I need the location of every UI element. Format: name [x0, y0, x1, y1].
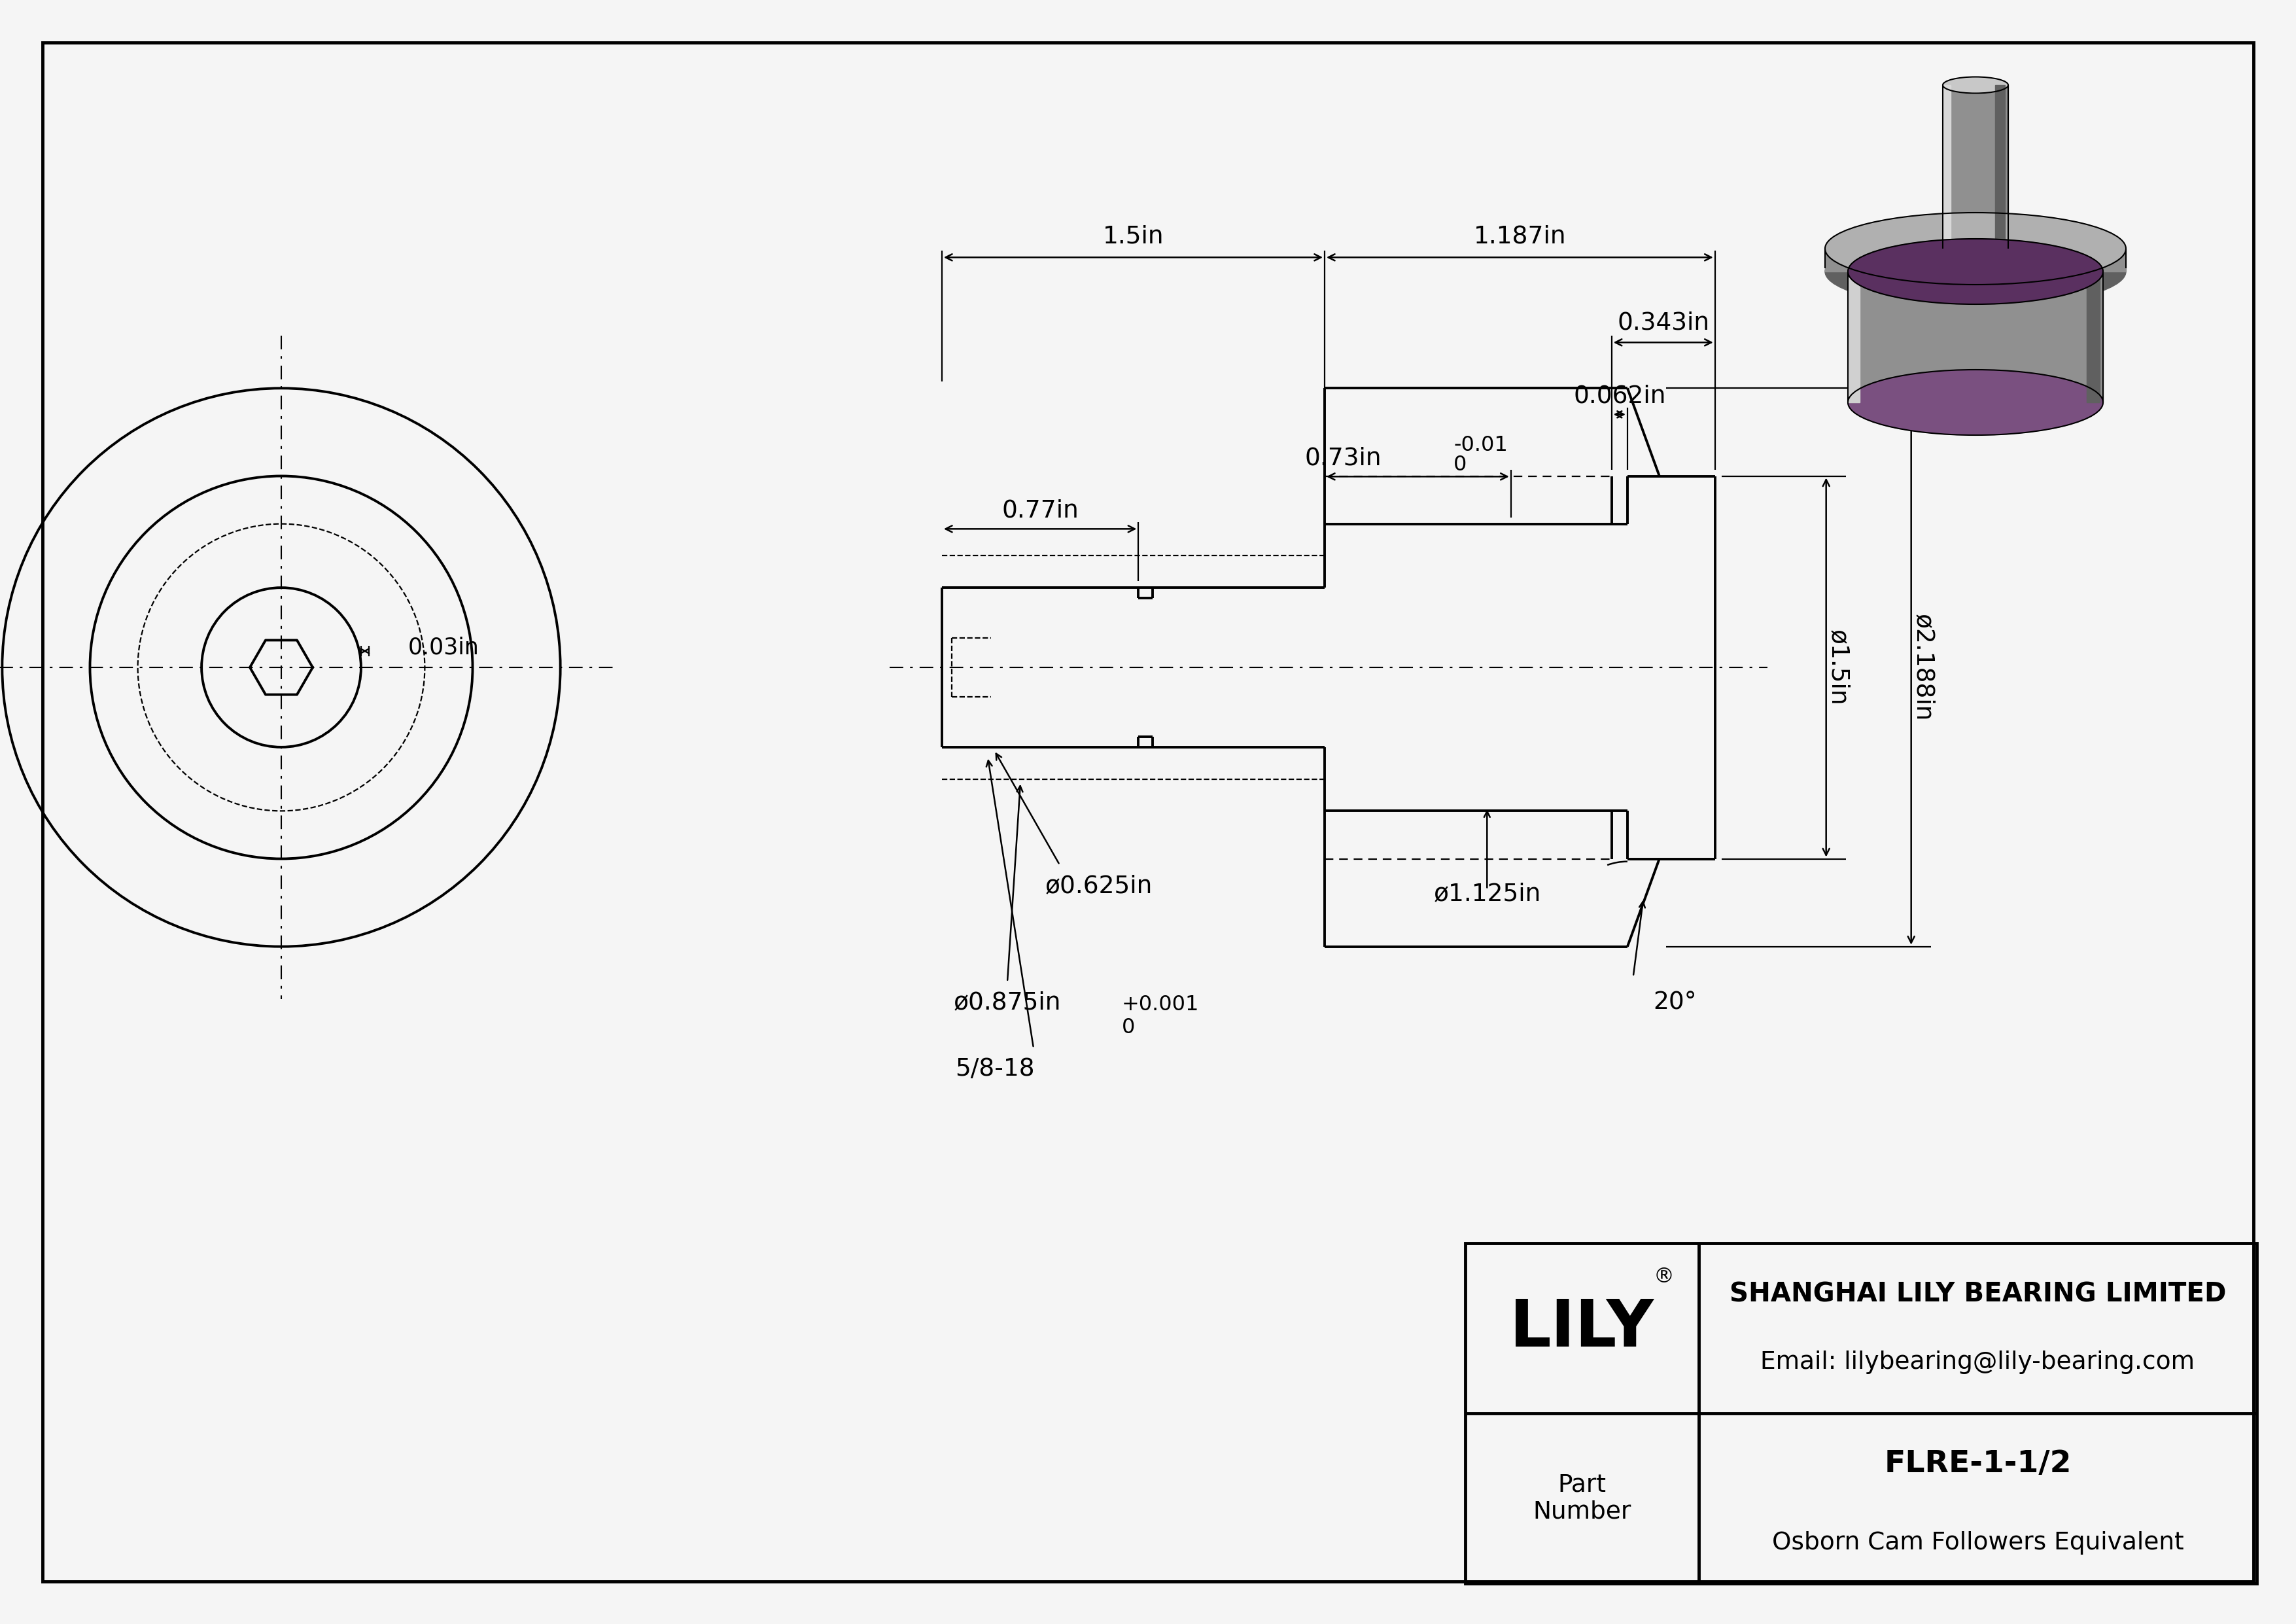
Text: 0.73in: 0.73in — [1304, 447, 1382, 469]
Bar — [2087, 271, 2101, 403]
Ellipse shape — [1848, 239, 2103, 304]
Bar — [1995, 84, 2004, 248]
Ellipse shape — [1942, 76, 2009, 93]
Bar — [1942, 84, 1952, 248]
Text: ®: ® — [1653, 1267, 1674, 1288]
Text: Osborn Cam Followers Equivalent: Osborn Cam Followers Equivalent — [1773, 1531, 2183, 1554]
Text: ø1.5in: ø1.5in — [1825, 628, 1851, 705]
Bar — [1848, 271, 1860, 403]
Text: SHANGHAI LILY BEARING LIMITED: SHANGHAI LILY BEARING LIMITED — [1729, 1281, 2227, 1307]
Bar — [1942, 84, 2009, 248]
Text: ø0.875in: ø0.875in — [953, 991, 1061, 1015]
Text: -0.01: -0.01 — [1453, 435, 1508, 455]
Ellipse shape — [1825, 213, 2126, 284]
Text: 0: 0 — [1123, 1017, 1134, 1038]
Text: FLRE-1-1/2: FLRE-1-1/2 — [1885, 1450, 2071, 1479]
Bar — [1465, 1244, 2257, 1583]
Text: ø2.188in: ø2.188in — [1910, 614, 1936, 721]
Text: 20°: 20° — [1653, 991, 1697, 1015]
Bar — [1825, 248, 2126, 271]
Text: 1.5in: 1.5in — [1102, 224, 1164, 248]
Text: 0: 0 — [1453, 455, 1467, 474]
Bar — [1848, 271, 2103, 403]
Text: 0.062in: 0.062in — [1573, 385, 1667, 408]
Text: +0.001: +0.001 — [1123, 994, 1199, 1015]
Ellipse shape — [1825, 235, 2126, 307]
Text: 1.187in: 1.187in — [1474, 224, 1566, 248]
Text: Part
Number: Part Number — [1534, 1473, 1630, 1523]
Text: ø1.125in: ø1.125in — [1433, 882, 1541, 906]
Text: 0.343in: 0.343in — [1616, 312, 1711, 335]
Text: 5/8-18: 5/8-18 — [955, 1057, 1035, 1082]
Text: Email: lilybearing@lily-bearing.com: Email: lilybearing@lily-bearing.com — [1761, 1351, 2195, 1374]
Text: ø0.625in: ø0.625in — [1045, 874, 1153, 898]
Ellipse shape — [1848, 370, 2103, 435]
Ellipse shape — [1942, 240, 2009, 257]
Text: 0.03in: 0.03in — [409, 637, 480, 659]
Ellipse shape — [1947, 242, 2004, 257]
Text: LILY: LILY — [1511, 1296, 1655, 1359]
Text: 0.77in: 0.77in — [1001, 499, 1079, 523]
